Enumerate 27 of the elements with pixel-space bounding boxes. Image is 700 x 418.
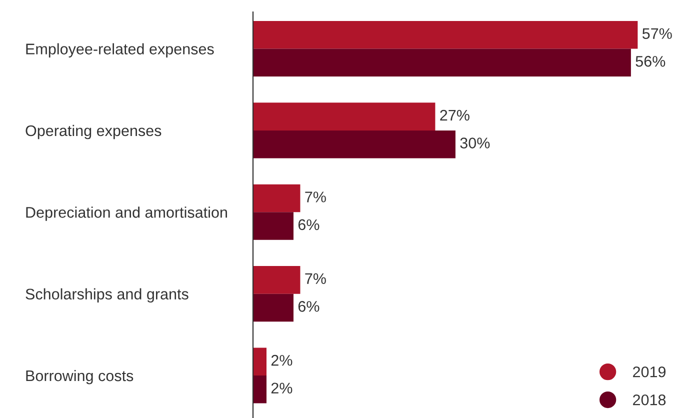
y-tick-label: Employee-related expenses: [26, 43, 214, 58]
bar: [253, 184, 300, 212]
data-label: 2%: [271, 354, 292, 366]
data-label: 56%: [636, 56, 666, 67]
bar: [253, 48, 631, 77]
data-label: 7%: [305, 192, 326, 202]
data-label: 6%: [298, 219, 320, 230]
bar: [253, 102, 436, 130]
bar: [253, 376, 266, 404]
data-label: 30%: [460, 138, 490, 148]
data-label: 57%: [642, 28, 672, 39]
legend-label: 2019: [633, 366, 666, 378]
data-label: 27%: [440, 110, 470, 121]
bar: [253, 20, 638, 49]
data-label: 6%: [298, 301, 320, 312]
bar: [253, 212, 294, 240]
legend-label: 2018: [633, 394, 666, 406]
y-tick-label: Depreciation and amortisation: [26, 206, 227, 221]
bar: [253, 294, 294, 322]
bar: [253, 266, 300, 294]
y-tick-label: Operating expenses: [26, 124, 162, 140]
bar: [253, 130, 456, 158]
bar: [253, 348, 266, 376]
data-label: 2%: [271, 382, 292, 394]
data-label: 7%: [305, 273, 326, 284]
y-tick-label: Scholarships and grants: [26, 288, 188, 303]
y-tick-label: Borrowing costs: [26, 370, 134, 384]
